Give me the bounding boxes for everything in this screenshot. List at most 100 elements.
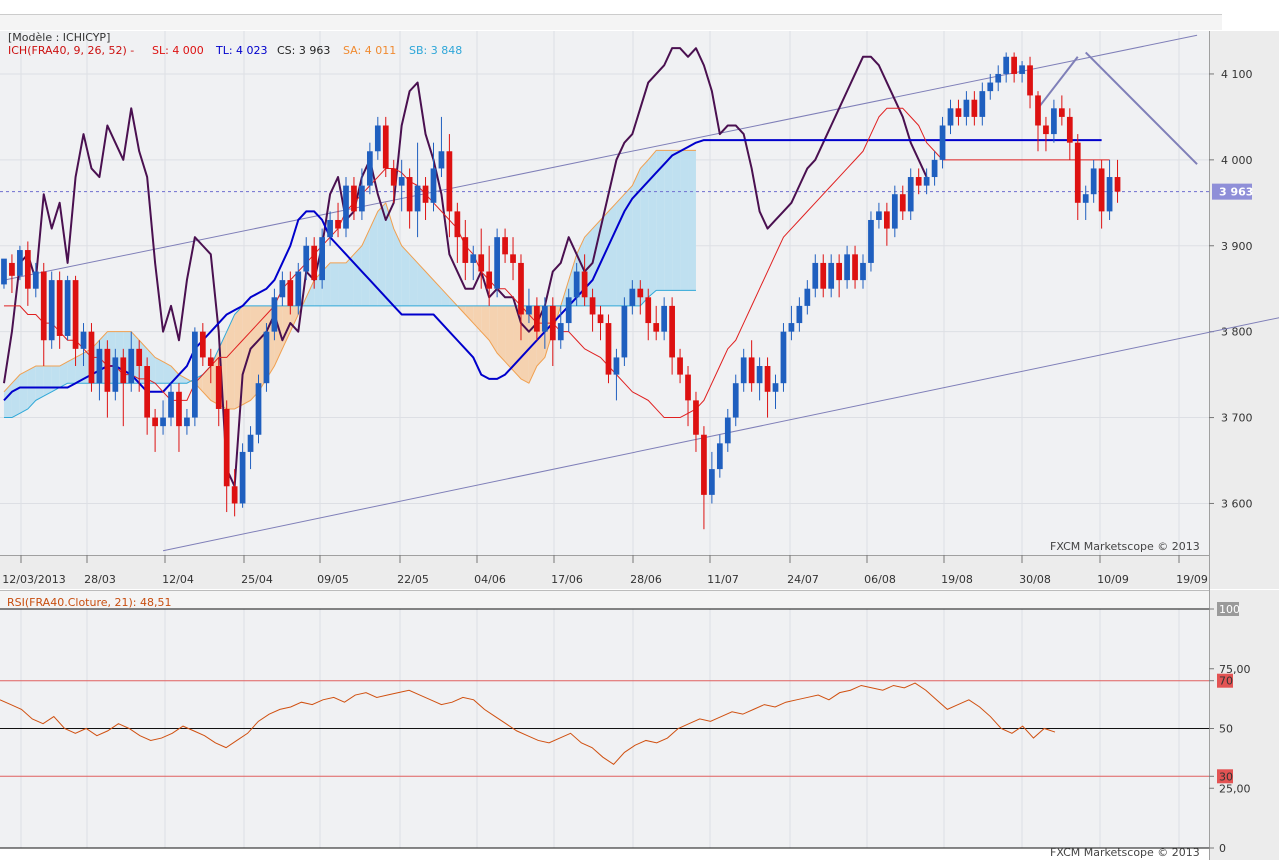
x-tick-label: 10/09 <box>1097 573 1129 586</box>
cloud-segment-bull <box>19 370 28 414</box>
cloud-segment-bull <box>163 361 172 384</box>
cloud-segment-bear <box>202 366 211 401</box>
candle-body-down <box>836 262 843 281</box>
rsi-watermark: FXCM Marketscope © 2013 <box>1050 846 1200 859</box>
candle-body-down <box>88 331 95 384</box>
candle-body-up <box>979 91 986 117</box>
sl-value: SL: 4 000 <box>152 44 204 57</box>
candle-body-down <box>899 194 906 212</box>
candle-body-up <box>876 211 882 220</box>
x-tick-label: 24/07 <box>787 573 819 586</box>
candle-body-up <box>184 417 190 427</box>
rsi-y-tick-label: 30 <box>1219 770 1233 783</box>
candle-body-up <box>366 151 373 186</box>
price-watermark: FXCM Marketscope © 2013 <box>1050 540 1200 553</box>
candle-body-down <box>605 323 612 375</box>
candle-body-down <box>581 271 588 298</box>
candle-body-up <box>812 262 819 289</box>
candle-body-up <box>359 185 365 212</box>
candle-body-up <box>939 125 946 160</box>
candle-body-up <box>239 451 246 504</box>
candle-body-down <box>1066 116 1073 143</box>
candle-body-down <box>852 254 858 281</box>
rsi-y-tick-label: 100 <box>1219 603 1240 616</box>
x-tick-label: 22/05 <box>397 573 429 586</box>
candle-body-down <box>748 357 755 384</box>
candle-body-down <box>549 305 556 341</box>
candle-body-down <box>701 434 707 495</box>
rsi-title-strip <box>0 590 1222 609</box>
trend-line <box>1037 56 1079 109</box>
cloud-segment-bull <box>306 280 315 306</box>
cloud-segment-bull <box>11 374 20 418</box>
sa-value: SA: 4 011 <box>343 44 397 57</box>
candle-body-up <box>374 125 381 152</box>
cloud-segment-bull <box>67 357 76 384</box>
candle-body-down <box>462 237 469 263</box>
rsi-line <box>0 682 1056 766</box>
cloud-segment-bull <box>35 366 44 401</box>
x-tick-label: 17/06 <box>551 573 583 586</box>
candle-body-up <box>844 254 850 281</box>
candle-body-down <box>311 245 318 281</box>
sb-value: SB: 3 848 <box>409 44 463 57</box>
current-price-tag-label: 3 963 <box>1219 186 1253 199</box>
cloud-segment-bull <box>3 383 12 418</box>
rsi-y-tick-label: 0 <box>1219 842 1226 855</box>
x-tick-label: 28/03 <box>84 573 116 586</box>
cloud-segment-bear <box>497 305 506 362</box>
rsi-y-tick-label: 50 <box>1219 723 1233 736</box>
price-axis-area <box>1209 31 1279 589</box>
candle-body-up <box>112 357 119 392</box>
y-tick-label: 3 700 <box>1221 412 1253 425</box>
candle-body-down <box>510 254 516 263</box>
candle-body-down <box>335 219 341 229</box>
cloud-segment-bear <box>226 314 235 409</box>
rsi-tick-tag <box>1217 769 1233 784</box>
candle-body-down <box>24 250 31 289</box>
candle-body-up <box>1003 56 1010 74</box>
cloud-segment-bear <box>505 305 514 371</box>
cloud-segment-bull <box>155 357 164 384</box>
candle-body-up <box>128 348 135 384</box>
candle-body-down <box>9 262 15 276</box>
candle-body-down <box>971 99 978 117</box>
candle-body-up <box>621 305 628 358</box>
x-tick-label: 11/07 <box>707 573 739 586</box>
candle-body-up <box>1082 194 1089 203</box>
candle-body-up <box>32 271 39 289</box>
candle-body-up <box>923 177 930 186</box>
cloud-segment-bull <box>171 366 179 384</box>
candle-body-up <box>963 99 970 117</box>
candle-body-up <box>629 288 636 306</box>
candle-body-down <box>693 400 699 435</box>
candle-body-up <box>470 254 477 263</box>
x-tick-label: 25/04 <box>241 573 273 586</box>
candle-body-up <box>772 383 779 392</box>
cloud-segment-bull <box>664 150 673 291</box>
candle-body-up <box>788 323 795 332</box>
model-label: [Modèle : ICHICYP] <box>8 31 111 44</box>
cloud-segment-bull <box>441 288 450 306</box>
current-price-tag <box>1212 183 1252 200</box>
candle-body-up <box>343 185 349 229</box>
candle-body-down <box>1058 108 1065 117</box>
chikou-span-line <box>2 47 928 488</box>
senkou-span-b-line <box>3 289 696 419</box>
candles <box>1 52 1121 530</box>
candle-body-up <box>709 469 715 495</box>
x-tick-label: 06/08 <box>864 573 896 586</box>
candle-body-down <box>764 366 771 392</box>
cloud-segment-bull <box>353 245 362 306</box>
cloud-segment-bear <box>242 305 251 405</box>
candle-body-up <box>724 417 731 444</box>
candle-body-down <box>915 177 922 186</box>
candle-body-down <box>597 314 604 324</box>
candle-body-up <box>804 288 811 306</box>
candle-body-up <box>1090 168 1097 195</box>
candle-body-up <box>661 305 668 332</box>
candle-body-down <box>287 280 294 306</box>
candle-body-up <box>716 443 723 470</box>
